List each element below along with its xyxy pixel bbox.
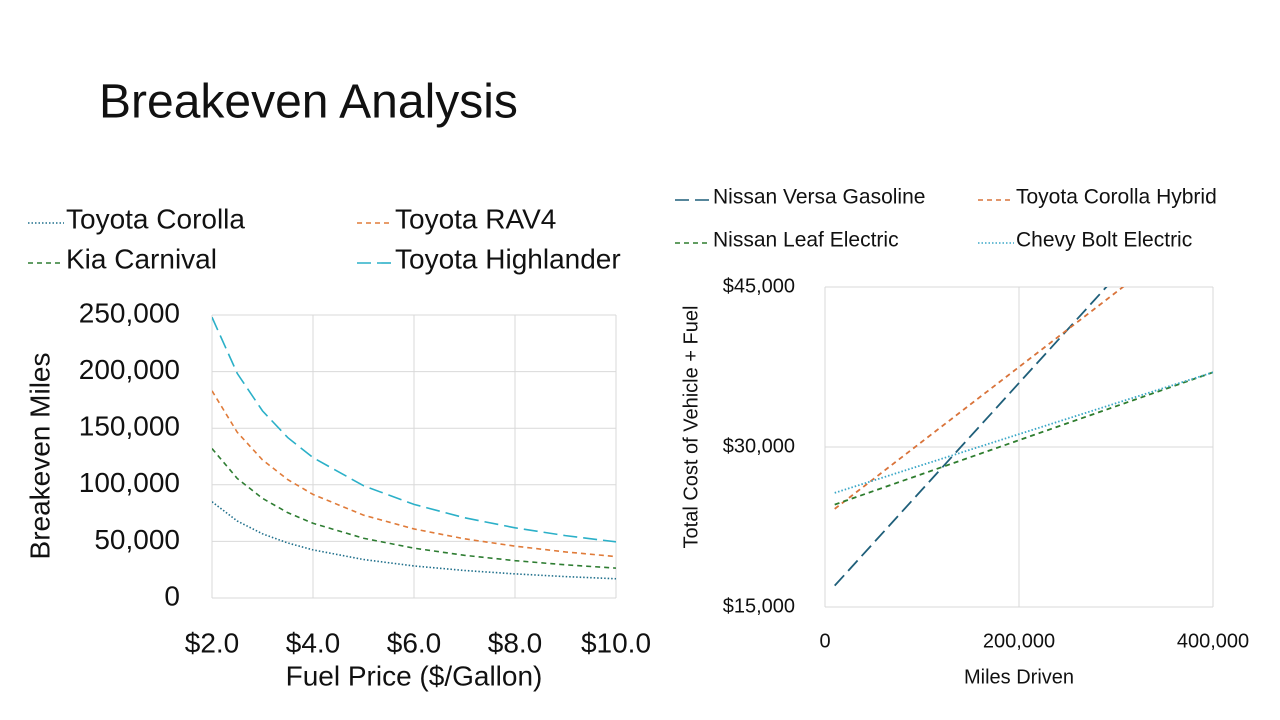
y-tick-label: 100,000 (79, 467, 180, 498)
series-line (212, 390, 616, 558)
y-tick-label: 0 (164, 580, 180, 611)
y-axis-label: Total Cost of Vehicle + Fuel (680, 306, 702, 549)
series-line (834, 371, 1213, 494)
legend-label: Toyota Corolla (66, 203, 245, 234)
x-tick-label: $8.0 (488, 627, 543, 658)
x-tick-label: $6.0 (387, 627, 442, 658)
y-tick-label: 200,000 (79, 354, 180, 385)
x-axis-label: Miles Driven (964, 666, 1074, 688)
series-line (212, 316, 616, 543)
y-tick-label: $15,000 (723, 595, 795, 617)
legend-label: Kia Carnival (66, 243, 217, 274)
legend-label: Nissan Versa Gasoline (713, 186, 925, 209)
y-tick-label: 150,000 (79, 411, 180, 442)
legend-label: Nissan Leaf Electric (713, 229, 899, 252)
x-axis-label: Fuel Price ($/Gallon) (286, 660, 543, 691)
y-axis-label: Breakeven Miles (24, 353, 55, 560)
x-tick-label: $4.0 (286, 627, 341, 658)
x-tick-label: 0 (819, 630, 830, 652)
plot-lines (212, 316, 616, 580)
series-line (834, 371, 1213, 506)
y-tick-label: 250,000 (79, 297, 180, 328)
legend-label: Toyota Highlander (395, 243, 621, 274)
series-line (212, 448, 616, 569)
plot-lines (834, 287, 1213, 587)
series-line (834, 287, 1108, 587)
series-line (212, 501, 616, 580)
y-tick-label: 50,000 (94, 524, 180, 555)
legend-label: Chevy Bolt Electric (1016, 229, 1192, 252)
y-tick-label: $45,000 (723, 275, 795, 297)
y-tick-label: $30,000 (723, 435, 795, 457)
x-tick-label: 200,000 (983, 630, 1055, 652)
x-tick-label: $10.0 (581, 627, 651, 658)
x-tick-label: $2.0 (185, 627, 240, 658)
series-line (834, 287, 1125, 510)
x-tick-label: 400,000 (1177, 630, 1249, 652)
legend-label: Toyota Corolla Hybrid (1016, 186, 1217, 209)
legend-label: Toyota RAV4 (395, 203, 556, 234)
slide-title: Breakeven Analysis (99, 76, 518, 129)
